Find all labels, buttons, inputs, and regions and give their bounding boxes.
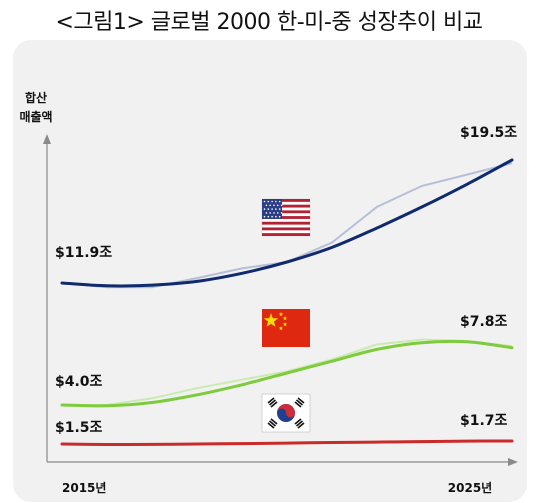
data-label-kr-end: $1.7조 (460, 413, 508, 429)
figure-title: <그림1> 글로벌 2000 한-미-중 성장추이 비교 (55, 10, 483, 35)
data-label-cn-end: $7.8조 (460, 314, 508, 330)
x-tick-label-end: 2025년 (448, 481, 492, 495)
series-kr-trend-line (60, 439, 514, 447)
data-label-kr-start: $1.5조 (55, 420, 103, 436)
data-label-cn-start: $4.0조 (55, 374, 103, 390)
x-axis-arrow (508, 458, 518, 466)
series-us-trend-line (60, 158, 514, 288)
korea-flag-icon (261, 393, 311, 433)
series-cn-raw-line (62, 338, 513, 406)
series-layer: $11.9조 $19.5조 $4.0조 $7.8조 $1.5조 $1.7조 (55, 125, 517, 447)
y-axis-label-line1: 합산 (25, 90, 47, 105)
data-label-us-start: $11.9조 (55, 245, 112, 261)
x-tick-label-start: 2015년 (62, 481, 106, 495)
y-axis-label-line2: 매출액 (19, 109, 52, 124)
china-flag-icon (262, 309, 310, 347)
us-flag-icon (261, 198, 311, 237)
data-label-us-end: $19.5조 (460, 125, 517, 141)
series-cn-trend-line (60, 339, 514, 408)
y-axis-arrow (43, 134, 51, 144)
